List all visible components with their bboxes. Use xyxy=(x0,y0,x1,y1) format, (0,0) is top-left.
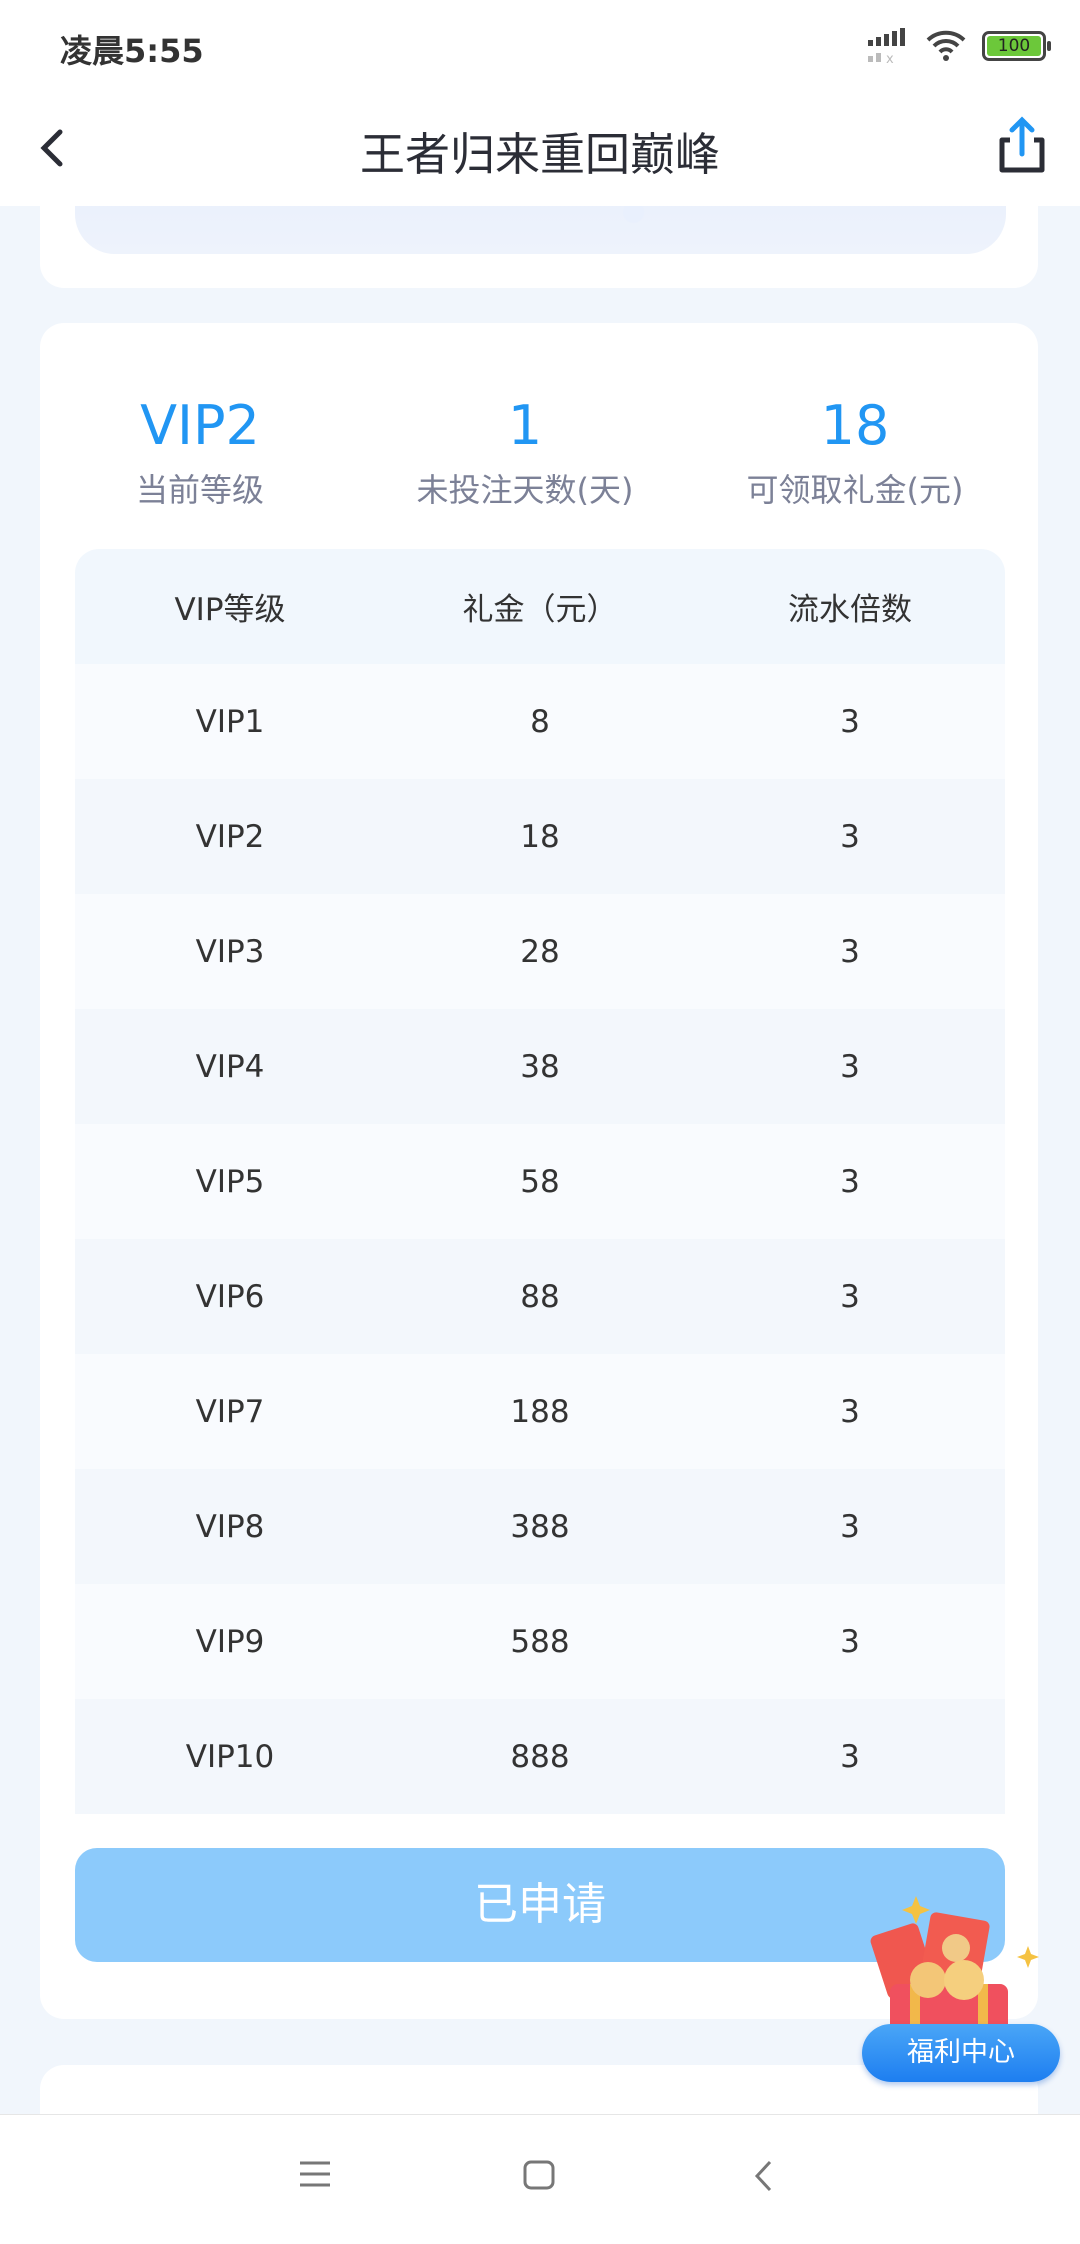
table-row: VIP5 58 3 xyxy=(75,1124,1005,1239)
multiplier-cell: 3 xyxy=(840,1393,860,1430)
vip-card: VIP2 当前等级 1 未投注天数(天) 18 可领取礼金(元) VIP等级 礼金（元… xyxy=(40,323,1038,2019)
table-row: VIP2 18 3 xyxy=(75,779,1005,894)
multiplier-cell: 3 xyxy=(840,1508,860,1545)
multiplier-cell: 3 xyxy=(840,1623,860,1660)
table-row: VIP8 388 3 xyxy=(75,1469,1005,1584)
bonus-cell: 88 xyxy=(520,1278,560,1315)
status-bar: 凌晨5:55 x 100 xyxy=(0,0,1080,90)
table-row: VIP9 588 3 xyxy=(75,1584,1005,1699)
vip-table: VIP等级 礼金（元） 流水倍数 VIP1 8 3 VIP2 18 3 VIP3 28 3 VIP… xyxy=(75,549,1005,1814)
table-row: VIP10 888 3 xyxy=(75,1699,1005,1814)
vip-level-cell: VIP2 xyxy=(195,818,265,855)
bonus-cell: 38 xyxy=(520,1048,560,1085)
table-row: VIP4 38 3 xyxy=(75,1009,1005,1124)
signal-icon: x xyxy=(868,28,905,64)
multiplier-cell: 3 xyxy=(840,818,860,855)
bonus-cell: 588 xyxy=(510,1623,570,1660)
bonus-cell: 188 xyxy=(510,1393,570,1430)
vip-level-cell: VIP8 xyxy=(195,1508,265,1545)
multiplier-cell: 3 xyxy=(840,1738,860,1775)
welfare-center-label: 福利中心 xyxy=(862,2024,1060,2082)
header-multiplier: 流水倍数 xyxy=(788,592,912,628)
header-bonus: 礼金（元） xyxy=(462,592,618,628)
menu-icon[interactable] xyxy=(298,2159,332,2193)
stat-current-level: VIP2 当前等级 xyxy=(40,395,360,511)
table-row: VIP1 8 3 xyxy=(75,664,1005,779)
vip-level-cell: VIP7 xyxy=(195,1393,265,1430)
stat-value: 1 xyxy=(507,394,543,457)
welfare-center-widget[interactable]: 福利中心 xyxy=(858,1888,1064,2088)
stat-bonus: 18 可领取礼金(元) xyxy=(690,395,1020,511)
table-header: VIP等级 礼金（元） 流水倍数 xyxy=(75,549,1005,664)
vip-level-cell: VIP6 xyxy=(195,1278,265,1315)
stat-value: 18 xyxy=(820,394,890,457)
stat-label: 可领取礼金(元) xyxy=(746,471,964,509)
back-icon[interactable] xyxy=(30,120,80,176)
table-row: VIP3 28 3 xyxy=(75,894,1005,1009)
bonus-cell: 888 xyxy=(510,1738,570,1775)
vip-level-cell: VIP4 xyxy=(195,1048,265,1085)
red-envelope-gift-icon xyxy=(870,1896,1039,2036)
multiplier-cell: 3 xyxy=(840,1048,860,1085)
multiplier-cell: 3 xyxy=(840,703,860,740)
vip-level-cell: VIP3 xyxy=(195,933,265,970)
status-time: 凌晨5:55 xyxy=(60,32,204,70)
wifi-icon xyxy=(926,30,966,61)
multiplier-cell: 3 xyxy=(840,1163,860,1200)
home-icon[interactable] xyxy=(522,2159,556,2195)
stat-label: 当前等级 xyxy=(135,471,264,509)
bonus-cell: 8 xyxy=(530,703,550,740)
bonus-cell: 388 xyxy=(510,1508,570,1545)
table-row: VIP6 88 3 xyxy=(75,1239,1005,1354)
vip-level-cell: VIP10 xyxy=(185,1738,275,1775)
vip-level-cell: VIP5 xyxy=(195,1163,265,1200)
battery-level: 100 xyxy=(987,36,1041,56)
stats-row: VIP2 当前等级 1 未投注天数(天) 18 可领取礼金(元) xyxy=(40,395,1038,511)
multiplier-cell: 3 xyxy=(840,1278,860,1315)
table-row: VIP7 188 3 xyxy=(75,1354,1005,1469)
share-icon[interactable] xyxy=(994,114,1050,176)
vip-level-cell: VIP1 xyxy=(195,703,265,740)
page-title: 王者归来重回巅峰 xyxy=(359,128,720,181)
svg-text:x: x xyxy=(886,52,894,64)
stat-days: 1 未投注天数(天) xyxy=(360,395,690,511)
header-vip-level: VIP等级 xyxy=(174,592,286,628)
nav-bar: 王者归来重回巅峰 xyxy=(0,90,1080,206)
system-nav-bar xyxy=(0,2114,1080,2244)
stat-label: 未投注天数(天) xyxy=(416,471,634,509)
multiplier-cell: 3 xyxy=(840,933,860,970)
system-back-icon[interactable] xyxy=(752,2159,776,2197)
vip-level-cell: VIP9 xyxy=(195,1623,265,1660)
stat-value: VIP2 xyxy=(140,394,260,457)
applied-button[interactable]: 已申请 xyxy=(75,1848,1005,1962)
bonus-cell: 18 xyxy=(520,818,560,855)
battery-icon: 100 xyxy=(982,31,1051,61)
bonus-cell: 28 xyxy=(520,933,560,970)
bonus-cell: 58 xyxy=(520,1163,560,1200)
